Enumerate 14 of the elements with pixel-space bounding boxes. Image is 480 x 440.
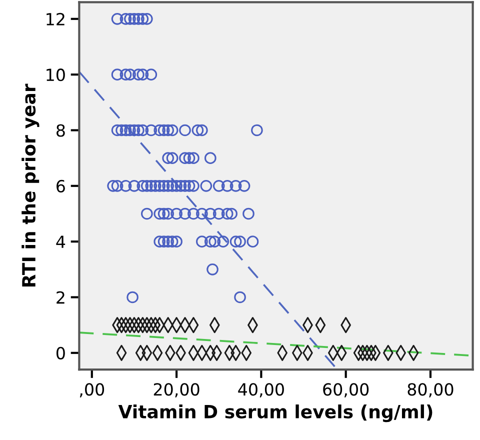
x-tick-label: 20,00 bbox=[154, 383, 200, 398]
y-tick-label: 10 bbox=[46, 68, 65, 82]
y-tick-label: 0 bbox=[56, 346, 65, 360]
y-tick-label: 6 bbox=[56, 180, 65, 192]
y-tick-label: 12 bbox=[46, 12, 64, 26]
x-tick-label: 80,00 bbox=[408, 383, 454, 398]
y-tick-label: 4 bbox=[56, 236, 66, 248]
y-tick-label: 8 bbox=[56, 124, 65, 137]
x-tick-label: ,00 bbox=[80, 383, 104, 398]
x-axis-title: Vitamin D serum levels (ng/ml) bbox=[118, 404, 432, 422]
y-tick-label: 2 bbox=[56, 291, 64, 304]
x-tick-label: 60,00 bbox=[323, 383, 369, 398]
y-axis-title: RTI in the prior year bbox=[22, 84, 40, 286]
x-tick-label: 40,00 bbox=[238, 383, 284, 398]
